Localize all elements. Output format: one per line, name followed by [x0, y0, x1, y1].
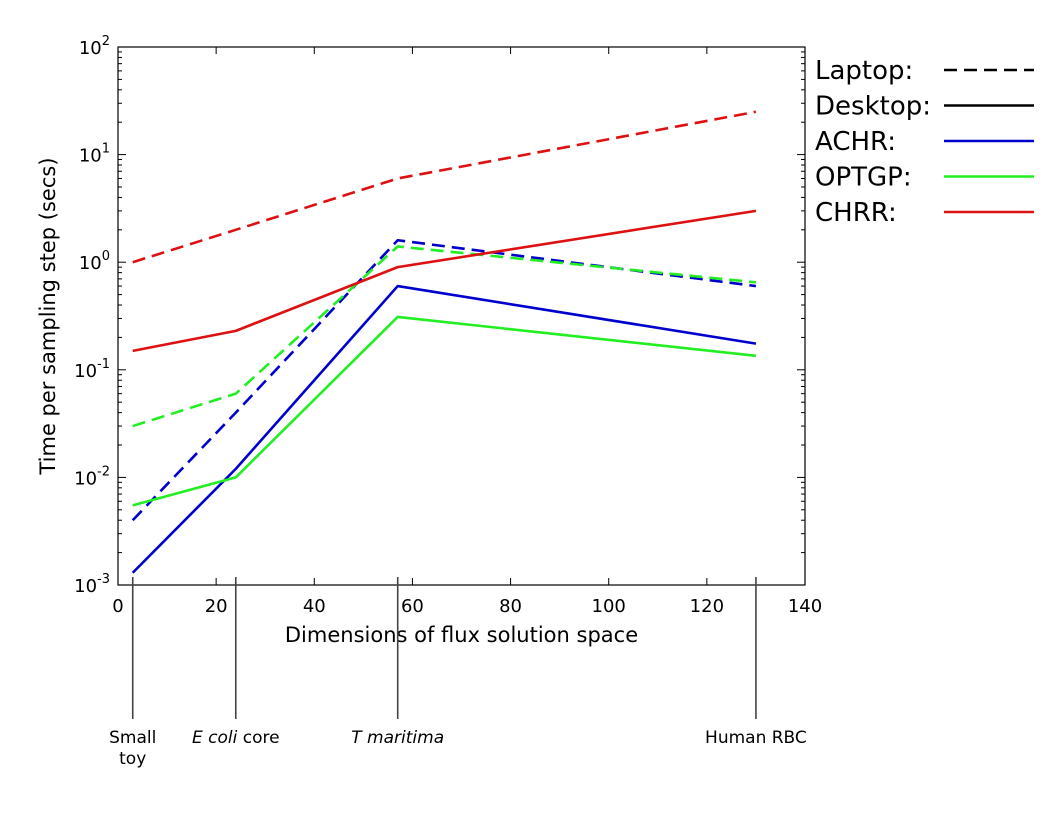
- model-marker-label: Small toy: [109, 728, 156, 769]
- x-tick-label: 100: [592, 596, 626, 617]
- series-line-optgp-desktop: [132, 315, 757, 507]
- series-layer: [131, 110, 757, 574]
- x-tick-label: 120: [690, 596, 724, 617]
- y-tick-label: 10-2: [74, 464, 110, 489]
- legend-label: OPTGP:: [815, 163, 912, 193]
- y-tick-exponent: -1: [97, 357, 110, 372]
- x-tick-label: 140: [788, 596, 822, 617]
- x-tick-label: 60: [401, 596, 424, 617]
- x-axis-label: Dimensions of flux solution space: [285, 623, 638, 647]
- legend-label: CHRR:: [815, 198, 897, 228]
- y-tick-exponent: 2: [102, 34, 110, 49]
- y-tick-label: 10-1: [74, 357, 110, 382]
- series-line-achr-desktop: [131, 284, 757, 574]
- model-marker-label: Human RBC: [705, 728, 807, 748]
- legend-label: Laptop:: [815, 56, 913, 86]
- y-tick-base: 10: [79, 146, 102, 167]
- y-tick-exponent: -2: [97, 464, 110, 479]
- legend-label: ACHR:: [815, 127, 896, 157]
- x-tick-label: 40: [303, 596, 326, 617]
- model-marker-italic: T maritima: [351, 728, 444, 748]
- model-marker-label: E coli core: [192, 728, 280, 748]
- plot-frame: [117, 46, 806, 586]
- model-marker-text: core: [237, 728, 279, 748]
- x-tick-label: 80: [499, 596, 522, 617]
- model-marker-text: Small: [109, 728, 156, 748]
- y-tick-label: 10-3: [74, 572, 110, 597]
- model-marker-text: Human RBC: [705, 728, 807, 748]
- y-axis-label: Time per sampling step (secs): [36, 157, 60, 475]
- series-line-optgp-laptop: [132, 245, 757, 428]
- model-marker-text: toy: [119, 749, 146, 769]
- y-tick-base: 10: [74, 468, 97, 489]
- model-markers: Small toy E coli core T maritima Human RBC: [109, 577, 807, 769]
- y-tick-base: 10: [79, 38, 102, 59]
- model-marker-italic: E coli: [192, 728, 238, 748]
- legend: Laptop: Desktop: ACHR: OPTGP: CHRR:: [815, 56, 1034, 228]
- y-tick-base: 10: [74, 361, 97, 382]
- y-tick-label: 102: [79, 34, 110, 59]
- series-line-chrr-laptop: [132, 110, 757, 264]
- legend-label: Desktop:: [815, 92, 931, 122]
- y-tick-base: 10: [74, 576, 97, 597]
- y-tick-base: 10: [79, 253, 102, 274]
- y-tick-label: 101: [79, 142, 110, 167]
- series-line-chrr-desktop: [132, 209, 757, 353]
- x-tick-label: 0: [112, 596, 123, 617]
- y-tick-exponent: 1: [102, 142, 110, 157]
- y-tick-label: 100: [79, 249, 110, 274]
- y-tick-exponent: -3: [97, 572, 110, 587]
- y-tick-exponent: 0: [102, 249, 110, 264]
- model-marker-label: T maritima: [351, 728, 444, 748]
- x-tick-label: 20: [205, 596, 228, 617]
